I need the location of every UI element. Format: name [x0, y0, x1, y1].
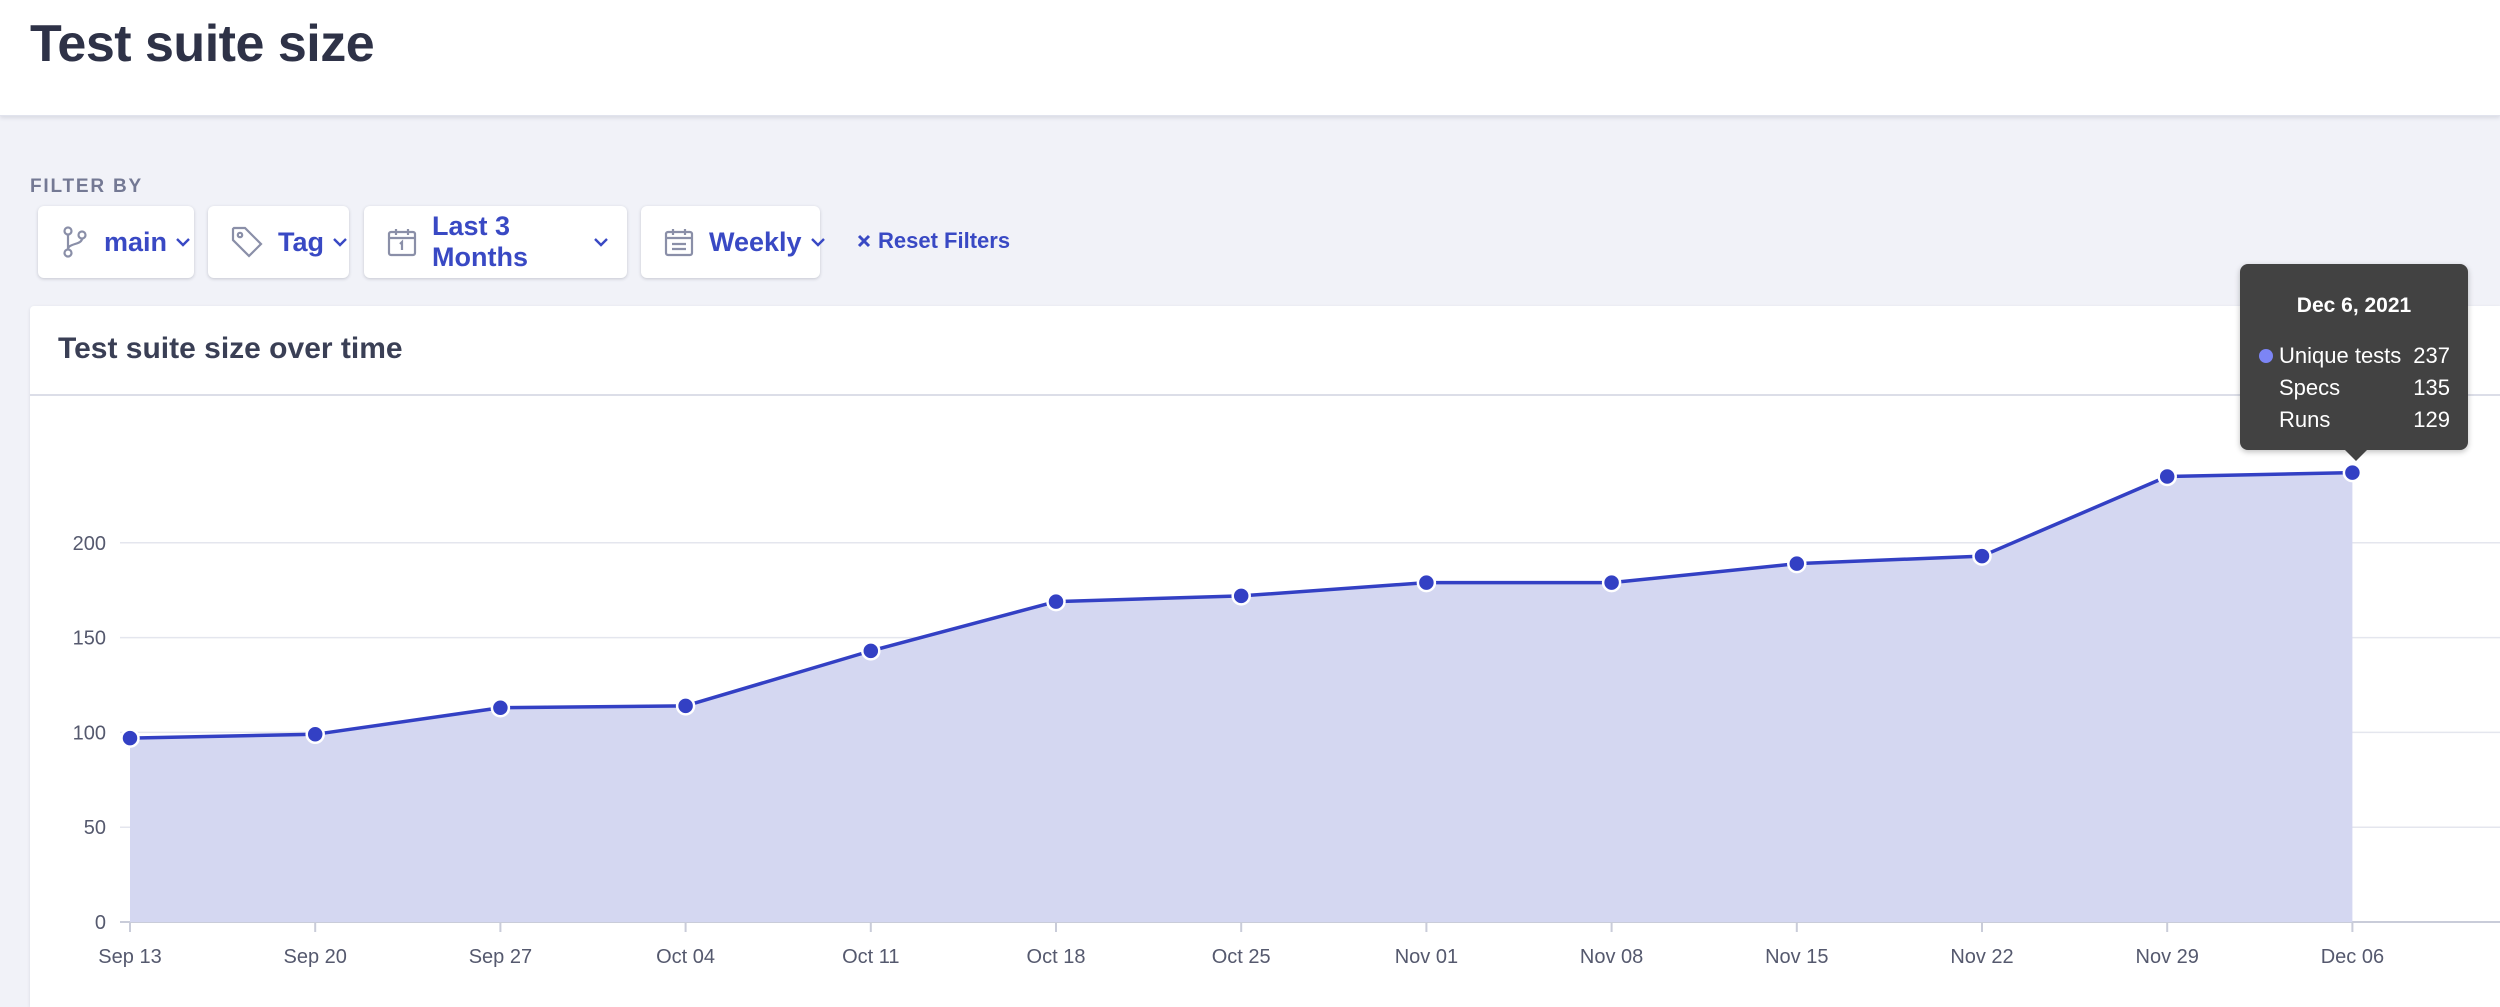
- data-point: [305, 724, 325, 745]
- tooltip-series-value: 129: [2413, 407, 2450, 432]
- interval-filter-button[interactable]: Weekly: [641, 206, 825, 278]
- chart-card-header: Test suite size over time: [30, 306, 2500, 396]
- git-branch-icon: [60, 225, 90, 259]
- x-tick-label: Nov 29: [2136, 946, 2199, 968]
- chevron-down-icon: [175, 236, 191, 248]
- calendar-list-icon: [663, 225, 695, 259]
- filter-by-label: FILTER BY: [30, 176, 143, 197]
- y-tick-label: 200: [73, 533, 106, 555]
- y-tick-label: 50: [84, 817, 106, 839]
- date-range-filter-button[interactable]: Last 3 Months: [364, 206, 627, 278]
- tooltip-series-value: 237: [2413, 343, 2450, 368]
- x-tick-label: Sep 27: [469, 946, 532, 968]
- data-point: [1231, 586, 1251, 606]
- close-x-icon: [856, 233, 872, 249]
- chart-tooltip: Dec 6, 2021 Unique tests 237 Specs 135 R…: [2240, 264, 2468, 461]
- x-tick-label: Nov 22: [1950, 946, 2013, 968]
- tooltip-row-unique-tests: Unique tests 237: [2240, 340, 2468, 372]
- chevron-down-icon: [332, 236, 348, 248]
- data-point: [675, 696, 696, 716]
- data-point: [1787, 553, 1807, 574]
- tag-filter-button[interactable]: Tag: [208, 206, 349, 278]
- data-point: [1416, 572, 1437, 593]
- x-tick-label: Dec 06: [2321, 946, 2384, 968]
- tooltip-row-specs: Specs 135: [2240, 372, 2468, 404]
- calendar-icon: [386, 225, 418, 259]
- y-tick-label: 0: [95, 912, 106, 934]
- tooltip-series-name: Runs: [2279, 407, 2331, 432]
- chevron-down-icon: [810, 236, 826, 248]
- x-tick-label: Oct 11: [842, 946, 899, 968]
- reset-filters-button[interactable]: Reset Filters: [856, 228, 1010, 254]
- y-tick-label: 150: [73, 628, 106, 650]
- x-tick-label: Nov 01: [1395, 946, 1458, 968]
- x-tick-label: Nov 15: [1765, 946, 1828, 968]
- x-tick-label: Nov 08: [1580, 946, 1643, 968]
- x-tick-label: Sep 13: [98, 946, 161, 968]
- x-tick-label: Oct 04: [656, 946, 715, 968]
- interval-filter-label: Weekly: [709, 226, 802, 257]
- y-tick-label: 100: [73, 722, 106, 744]
- tooltip-series-name: Specs: [2279, 375, 2341, 400]
- chevron-down-icon: [593, 236, 609, 248]
- data-point: [120, 728, 140, 748]
- tooltip-series-value: 135: [2413, 375, 2450, 400]
- data-point: [2342, 462, 2363, 483]
- data-point: [861, 641, 881, 661]
- branch-filter-button[interactable]: main: [38, 206, 194, 278]
- tag-filter-label: Tag: [278, 226, 324, 257]
- page-title: Test suite size: [30, 15, 375, 73]
- tooltip-series-name: Unique tests: [2279, 343, 2402, 368]
- reset-filters-label: Reset Filters: [878, 228, 1011, 253]
- data-point: [2157, 466, 2177, 487]
- tag-icon: [230, 225, 264, 259]
- data-point: [1972, 546, 1992, 566]
- branch-filter-label: main: [104, 226, 168, 257]
- series-color-dot: [2259, 349, 2273, 363]
- date-range-filter-label: Last 3 Months: [432, 211, 528, 272]
- x-tick-label: Sep 20: [284, 946, 347, 968]
- x-tick-label: Oct 25: [1212, 946, 1271, 968]
- page-header: Test suite size: [0, 0, 2500, 116]
- test-suite-size-chart: 0 50 100 150 200 Sep 13 Sep 20 Sep 27 Oct 04 Oct …: [73, 462, 2500, 968]
- series-area: [130, 472, 2353, 922]
- x-tick-label: Oct 18: [1027, 946, 1086, 968]
- data-point: [490, 698, 511, 718]
- data-point: [1601, 572, 1622, 593]
- chart-title: Test suite size over time: [58, 332, 403, 365]
- tooltip-row-runs: Runs 129: [2240, 404, 2468, 436]
- data-point: [1046, 591, 1066, 612]
- tooltip-date: Dec 6, 2021: [2296, 294, 2412, 317]
- chart-card: Test suite size over time 0 50 100 150 200 Se…: [30, 306, 2500, 1007]
